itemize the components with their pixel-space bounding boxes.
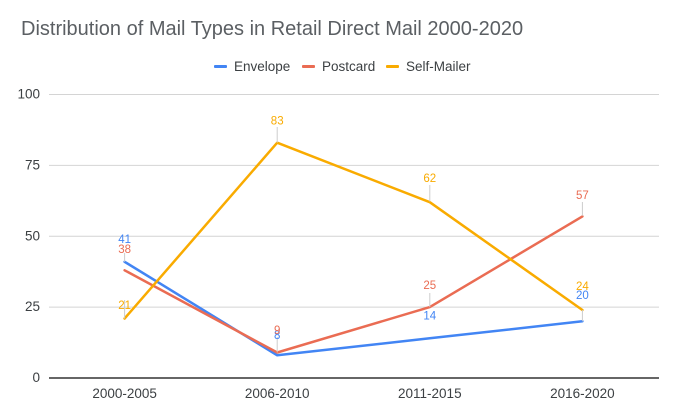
svg-text:38: 38 <box>118 244 131 256</box>
svg-text:50: 50 <box>25 228 40 243</box>
svg-text:25: 25 <box>25 299 40 314</box>
svg-text:100: 100 <box>17 87 40 102</box>
svg-text:2011-2015: 2011-2015 <box>398 386 462 401</box>
svg-text:14: 14 <box>423 310 436 322</box>
svg-text:2006-2010: 2006-2010 <box>245 386 310 401</box>
svg-text:25: 25 <box>423 280 436 292</box>
svg-text:62: 62 <box>423 173 436 185</box>
svg-text:57: 57 <box>576 190 589 202</box>
svg-text:2016-2020: 2016-2020 <box>550 386 615 401</box>
svg-text:21: 21 <box>118 300 131 312</box>
svg-text:24: 24 <box>576 281 589 293</box>
svg-text:9: 9 <box>274 325 280 337</box>
svg-text:75: 75 <box>25 157 40 172</box>
svg-text:2000-2005: 2000-2005 <box>92 386 157 401</box>
svg-text:0: 0 <box>32 370 40 385</box>
svg-text:83: 83 <box>271 115 284 127</box>
